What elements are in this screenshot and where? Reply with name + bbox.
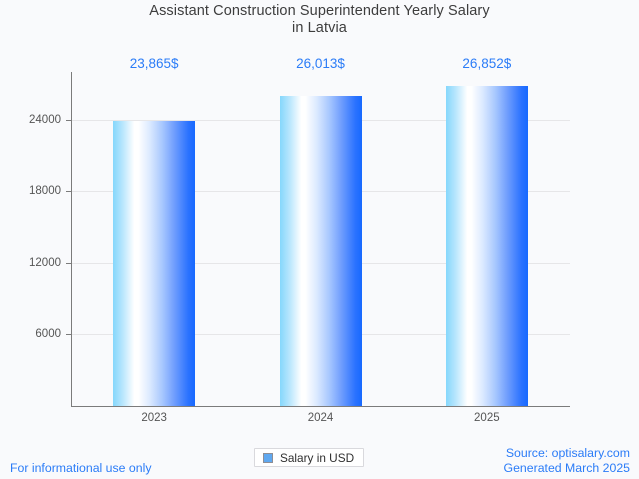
y-tick-mark xyxy=(66,262,71,264)
source-block: Source: optisalary.com Generated March 2… xyxy=(504,446,630,476)
y-tick-label: 18000 xyxy=(29,185,61,198)
legend-swatch-icon xyxy=(263,452,273,463)
y-tick-label: 24000 xyxy=(29,113,61,126)
chart-legend[interactable]: Salary in USD xyxy=(254,448,365,467)
bar-2024[interactable] xyxy=(280,95,362,406)
x-tick-label: 2023 xyxy=(141,412,167,424)
legend-label: Salary in USD xyxy=(280,450,355,465)
bar-value-label: 23,865$ xyxy=(129,56,179,71)
bar-2023[interactable] xyxy=(113,121,195,406)
y-axis-line xyxy=(71,72,72,407)
disclaimer-text: For informational use only xyxy=(10,461,152,475)
x-tick-label: 2024 xyxy=(307,412,334,424)
y-tick-label: 6000 xyxy=(35,328,61,341)
bar-2025[interactable] xyxy=(446,85,528,406)
x-tick-label: 2025 xyxy=(474,412,500,424)
generated-text: Generated March 2025 xyxy=(503,461,630,475)
bar-value-label: 26,013$ xyxy=(296,56,345,71)
bar-value-label: 26,852$ xyxy=(462,56,512,71)
source-text: Source: optisalary.com xyxy=(505,446,630,460)
y-tick-label: 12000 xyxy=(29,256,61,269)
y-tick-mark xyxy=(66,334,71,336)
chart-title: Assistant Construction Superintendent Ye… xyxy=(149,3,490,36)
y-tick-mark xyxy=(66,191,71,193)
x-axis-line xyxy=(71,406,570,407)
y-tick-mark xyxy=(66,119,71,121)
